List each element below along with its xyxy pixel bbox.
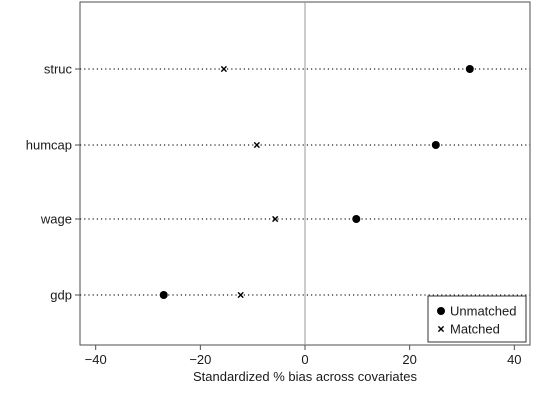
y-axis-ticks: struc humcap wage gdp [26,62,80,303]
unmatched-point-humcap [431,141,440,149]
legend: Unmatched Matched [427,295,527,343]
gridlines [80,68,530,296]
legend-marker-unmatched [437,307,445,315]
x-axis-title: Standardized % bias across covariates [193,369,418,384]
y-tick-label-wage: wage [40,212,72,227]
matched-point-gdp [237,291,244,299]
x-tick-label: −40 [85,352,107,367]
unmatched-point-wage [352,215,361,223]
x-tick-label: 40 [507,352,521,367]
x-tick-label: 0 [301,352,308,367]
matched-point-humcap [253,141,260,149]
x-tick-label: 20 [402,352,416,367]
legend-label-matched: Matched [450,322,500,337]
matched-point-struc [220,65,227,73]
matched-point-wage [272,215,279,223]
unmatched-point-struc [465,65,474,73]
x-axis-ticks: −40 −20 0 20 40 [85,345,522,367]
x-tick-label: −20 [189,352,211,367]
legend-box [427,295,527,343]
unmatched-point-gdp [159,291,168,299]
y-tick-label-gdp: gdp [50,288,72,303]
y-tick-label-humcap: humcap [26,138,72,153]
legend-marker-matched [437,325,445,333]
data-points [159,65,474,299]
y-tick-label-struc: struc [44,62,73,77]
legend-label-unmatched: Unmatched [450,304,516,319]
